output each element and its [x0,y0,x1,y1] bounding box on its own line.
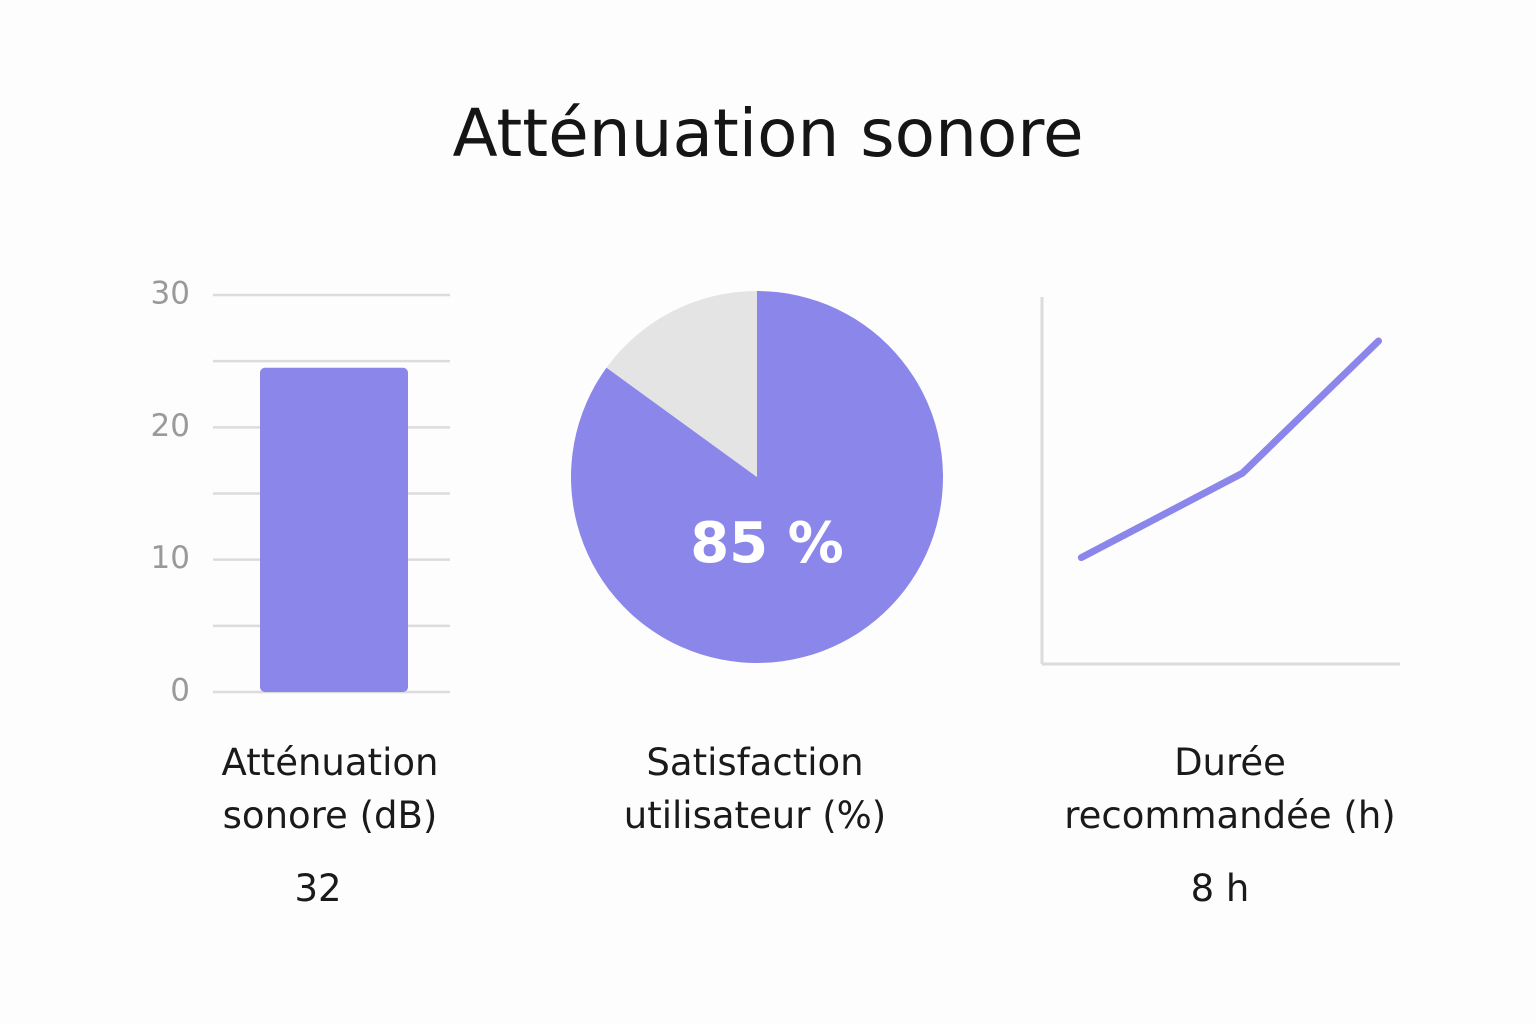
line [1077,337,1383,562]
y-tick-label: 10 [151,540,190,576]
page-title: Atténuation sonore [452,95,1084,172]
chart-label: Atténuation sonore (dB) [221,741,439,837]
value-label: 85 % [690,511,844,576]
pie-slice [606,291,757,477]
chart-annotation: 32 [294,867,342,910]
y-tick-label: 20 [151,408,190,444]
chart-label: Durée recommandée (h) [1064,741,1396,837]
chart-label: Satisfaction utilisateur (%) [623,741,887,837]
bar [260,367,408,692]
y-tick-label: 0 [170,673,190,709]
chart-annotation: 8 h [1190,867,1250,910]
y-tick-label: 30 [151,276,190,312]
